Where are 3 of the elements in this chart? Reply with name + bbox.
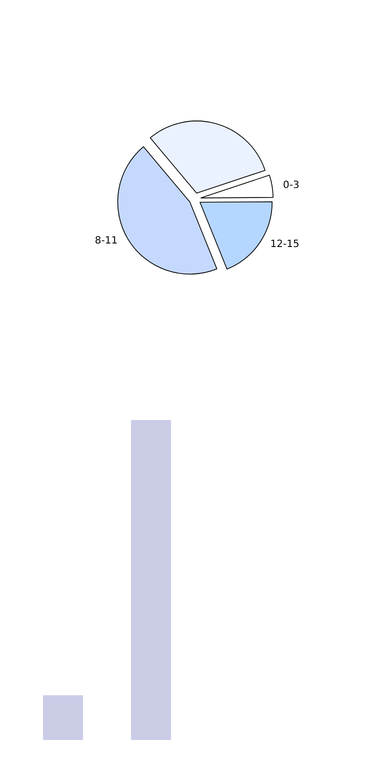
slice-label: 12-15: [270, 239, 300, 250]
slice-label: 0-3: [283, 180, 300, 191]
slice-label: 8-11: [94, 236, 118, 247]
